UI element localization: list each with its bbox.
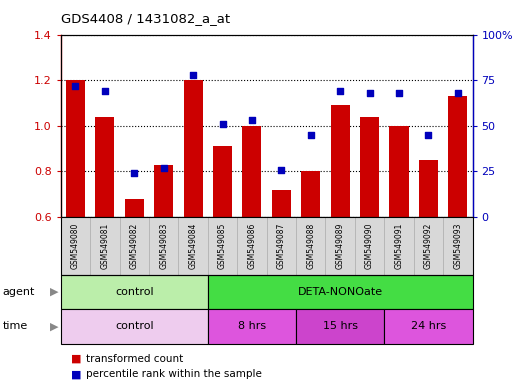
Point [130, 170, 138, 176]
Text: GSM549093: GSM549093 [454, 222, 463, 269]
Point [336, 88, 344, 94]
Bar [242, 126, 261, 217]
Text: GSM549089: GSM549089 [336, 223, 345, 269]
Text: ■: ■ [71, 369, 86, 379]
Text: percentile rank within the sample: percentile rank within the sample [86, 369, 262, 379]
Bar [331, 105, 350, 217]
Text: GSM549088: GSM549088 [306, 223, 315, 269]
Text: GSM549091: GSM549091 [394, 223, 403, 269]
Bar [390, 126, 409, 217]
Point [424, 132, 432, 138]
Text: GSM549087: GSM549087 [277, 223, 286, 269]
Text: GSM549085: GSM549085 [218, 223, 227, 269]
Bar [66, 80, 85, 217]
Point [248, 117, 256, 123]
Text: 8 hrs: 8 hrs [238, 321, 266, 331]
Text: ▶: ▶ [50, 321, 58, 331]
Text: time: time [3, 321, 28, 331]
Text: GSM549092: GSM549092 [424, 223, 433, 269]
Bar [272, 190, 291, 217]
Point [277, 167, 286, 173]
Point [307, 132, 315, 138]
Text: GSM549090: GSM549090 [365, 222, 374, 269]
Text: GSM549086: GSM549086 [248, 223, 257, 269]
Text: GDS4408 / 1431082_a_at: GDS4408 / 1431082_a_at [61, 12, 230, 25]
Text: DETA-NONOate: DETA-NONOate [298, 287, 383, 297]
Text: GSM549080: GSM549080 [71, 223, 80, 269]
Bar [448, 96, 467, 217]
Bar [184, 80, 203, 217]
Bar [95, 117, 115, 217]
Text: GSM549082: GSM549082 [130, 223, 139, 269]
Point [218, 121, 227, 127]
Point [454, 90, 462, 96]
Bar [154, 164, 173, 217]
Text: GSM549081: GSM549081 [100, 223, 109, 269]
Text: control: control [115, 321, 154, 331]
Text: 24 hrs: 24 hrs [411, 321, 446, 331]
Point [101, 88, 109, 94]
Text: GSM549083: GSM549083 [159, 223, 168, 269]
Text: agent: agent [3, 287, 35, 297]
Text: ■: ■ [71, 354, 86, 364]
Point [189, 72, 197, 78]
Text: control: control [115, 287, 154, 297]
Bar [360, 117, 379, 217]
Text: ▶: ▶ [50, 287, 58, 297]
Bar [419, 160, 438, 217]
Point [71, 83, 80, 89]
Point [365, 90, 374, 96]
Text: 15 hrs: 15 hrs [323, 321, 357, 331]
Point [159, 165, 168, 171]
Bar [125, 199, 144, 217]
Text: transformed count: transformed count [86, 354, 183, 364]
Bar [301, 171, 320, 217]
Bar [213, 146, 232, 217]
Point [395, 90, 403, 96]
Text: GSM549084: GSM549084 [188, 223, 197, 269]
